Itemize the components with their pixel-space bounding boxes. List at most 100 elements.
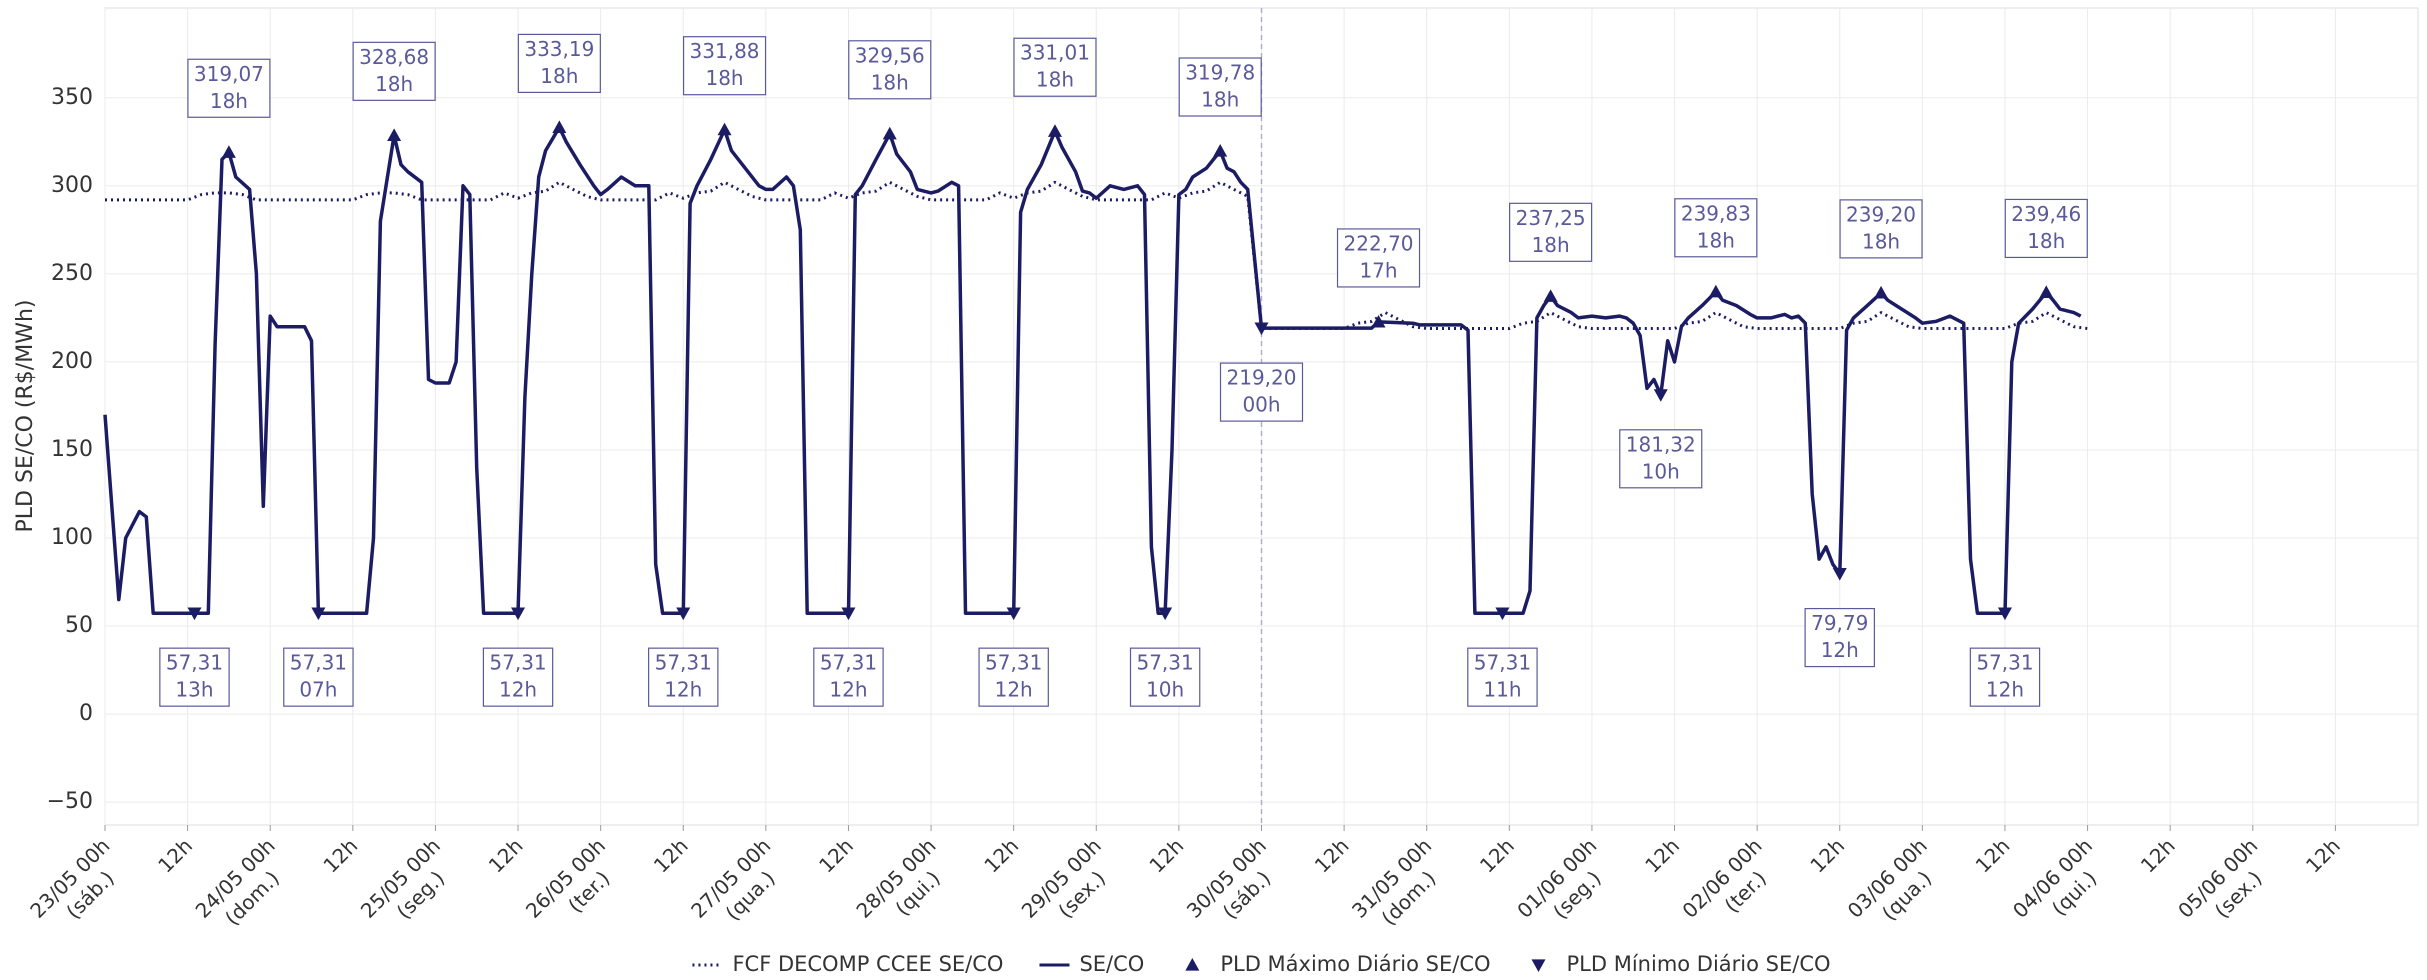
legend-label: PLD Mínimo Diário SE/CO (1567, 952, 1831, 976)
x-tick-label-group: 04/06 00h(qui.) (2008, 834, 2116, 942)
x-tick-label: 24/05 00h(dom.) (191, 834, 299, 942)
data-label-hour: 12h (499, 678, 537, 702)
x-tick-label: 30/05 00h(sáb.) (1182, 834, 1290, 942)
data-label: 222,70 (1344, 231, 1414, 255)
x-tick-label-group: 12h (1805, 834, 1849, 878)
data-label-hour: 18h (1201, 88, 1239, 112)
y-tick-label: −50 (47, 789, 93, 814)
marker (717, 122, 732, 136)
legend-marker (1531, 959, 1546, 972)
data-label: 57,31 (820, 651, 877, 675)
x-tick-label: 26/05 00h(ter.) (521, 834, 629, 942)
x-tick-label-group: 26/05 00h(ter.) (521, 834, 629, 942)
label-box (1467, 647, 1538, 707)
label-box (1969, 647, 2041, 707)
y-tick-label: 200 (51, 349, 93, 374)
x-tick-label-group: 02/06 00h(ter.) (1677, 834, 1770, 923)
label-box (482, 647, 554, 707)
marker (552, 120, 567, 133)
x-tick-label-group: 12h (1971, 834, 2015, 878)
data-label: 239,46 (2011, 202, 2081, 226)
x-tick-label-group: 27/05 00h(qua.) (686, 834, 779, 926)
x-tick-label-group: 12h (2301, 834, 2345, 878)
data-label-hour: 00h (1242, 393, 1280, 417)
y-tick-label: 100 (51, 525, 93, 550)
x-tick-label: 12h (1640, 834, 1684, 878)
data-label: 237,25 (1516, 206, 1586, 230)
data-label-hour: 18h (2027, 229, 2065, 253)
marker (387, 128, 402, 141)
marker (1006, 607, 1021, 621)
marker (2039, 285, 2054, 299)
x-tick-label: 12h (484, 834, 528, 878)
legend-marker (1185, 958, 1200, 971)
label-box (1804, 607, 1875, 668)
label-box (682, 36, 767, 96)
label-box (2004, 198, 2088, 259)
y-tick-label: 150 (51, 437, 93, 462)
marker (1254, 322, 1269, 336)
data-label: 328,68 (359, 45, 429, 69)
x-tick-label: 12h (2136, 834, 2180, 878)
x-tick-label: 12h (1310, 834, 1354, 878)
data-label: 239,83 (1681, 201, 1751, 225)
x-tick-label: 12h (318, 834, 362, 878)
data-label-hour: 17h (1359, 258, 1397, 282)
x-tick-label: 12h (649, 834, 693, 878)
legend-label: FCF DECOMP CCEE SE/CO (732, 952, 1003, 976)
data-label-hour: 18h (871, 70, 909, 94)
data-label: 181,32 (1626, 432, 1696, 456)
series-line (103, 125, 2082, 615)
label-box (1509, 202, 1593, 262)
legend-label: SE/CO (1079, 952, 1144, 976)
x-tick-label: 31/05 00h(dom.) (1347, 834, 1455, 942)
x-tick-label-group: 12h (1475, 834, 1519, 878)
x-tick-label-group: 12h (2136, 834, 2180, 878)
x-tick-label-group: 12h (484, 834, 528, 878)
data-label-hour: 12h (829, 678, 867, 702)
x-tick-label: 23/05 00h(sáb.) (25, 834, 133, 942)
x-tick-label-group: 12h (979, 834, 1023, 878)
x-tick-label-group: 05/06 00h(sex.) (2173, 834, 2281, 942)
marker (1653, 389, 1668, 402)
x-tick-label-group: 03/06 00h(qua.) (1843, 834, 1936, 926)
label-box (1178, 57, 1262, 117)
x-tick-label: 05/06 00h(sex.) (2173, 834, 2281, 942)
data-label: 319,78 (1185, 61, 1255, 85)
label-box (352, 41, 436, 101)
x-tick-label-group: 24/05 00h(dom.) (191, 834, 299, 942)
data-label: 239,20 (1846, 202, 1916, 226)
marker (187, 607, 202, 621)
label-box (1336, 228, 1421, 288)
marker (311, 607, 326, 621)
x-tick-label-group: 12h (153, 834, 197, 878)
data-label: 329,56 (855, 43, 925, 67)
legend: FCF DECOMP CCEE SE/CO SE/CO PLD Máximo Diá… (692, 952, 1831, 976)
x-tick-label-group: 12h (1144, 834, 1188, 878)
label-box (1129, 647, 1201, 707)
label-box (978, 647, 1049, 707)
x-tick-label: 04/06 00h(qui.) (2008, 834, 2116, 942)
data-label: 331,88 (690, 39, 760, 63)
x-tick-label: 12h (1805, 834, 1849, 878)
data-label-hour: 12h (995, 678, 1033, 702)
legend-label: PLD Máximo Diário SE/CO (1220, 952, 1490, 976)
label-box (1619, 429, 1703, 489)
label-box (517, 33, 601, 93)
data-label: 57,31 (1136, 651, 1193, 675)
marker (1371, 314, 1386, 328)
x-tick-label: 12h (979, 834, 1023, 878)
y-tick-label: 350 (51, 85, 93, 110)
label-box (1674, 198, 1758, 258)
marker (1874, 285, 1889, 299)
x-tick-label: 29/05 00h(sex.) (1017, 834, 1125, 942)
x-tick-label-group: 12h (1310, 834, 1354, 878)
data-label: 57,31 (166, 651, 223, 675)
y-tick-label: 50 (65, 613, 93, 638)
x-tick-label-group: 12h (649, 834, 693, 878)
x-tick-label-group: 31/05 00h(dom.) (1347, 834, 1455, 942)
marker (1543, 289, 1558, 302)
data-label: 331,01 (1020, 41, 1090, 65)
x-tick-label: 12h (1475, 834, 1519, 878)
